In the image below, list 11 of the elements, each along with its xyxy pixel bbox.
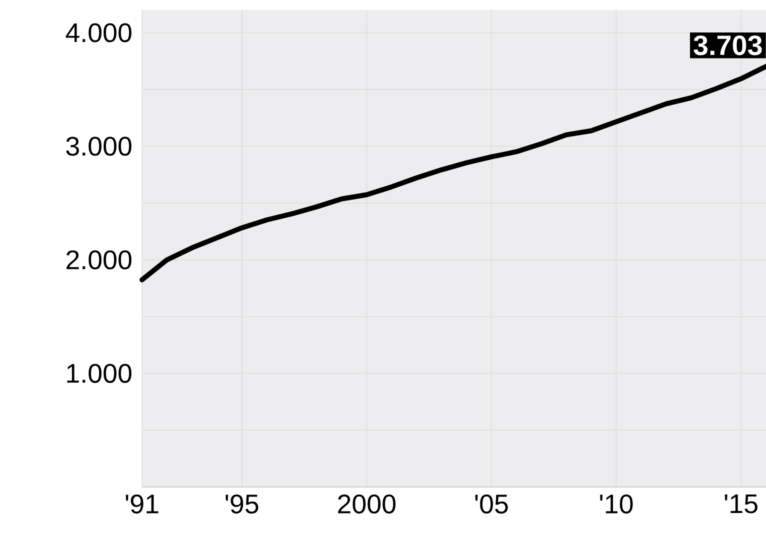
x-tick-label: '95	[226, 494, 258, 514]
y-tick-label: 2.000	[66, 250, 132, 270]
y-tick-label: 3.000	[66, 136, 132, 156]
x-tick-label: '91	[126, 494, 158, 514]
y-tick-label: 4.000	[66, 23, 132, 42]
x-tick-label: '15	[724, 494, 758, 514]
x-tick-label: '05	[475, 494, 508, 514]
y-tick-label: 1.000	[67, 364, 132, 383]
x-tick-label: 2000	[338, 494, 396, 514]
x-tick-label: '10	[600, 494, 633, 514]
annotation: 3.703	[694, 35, 762, 56]
